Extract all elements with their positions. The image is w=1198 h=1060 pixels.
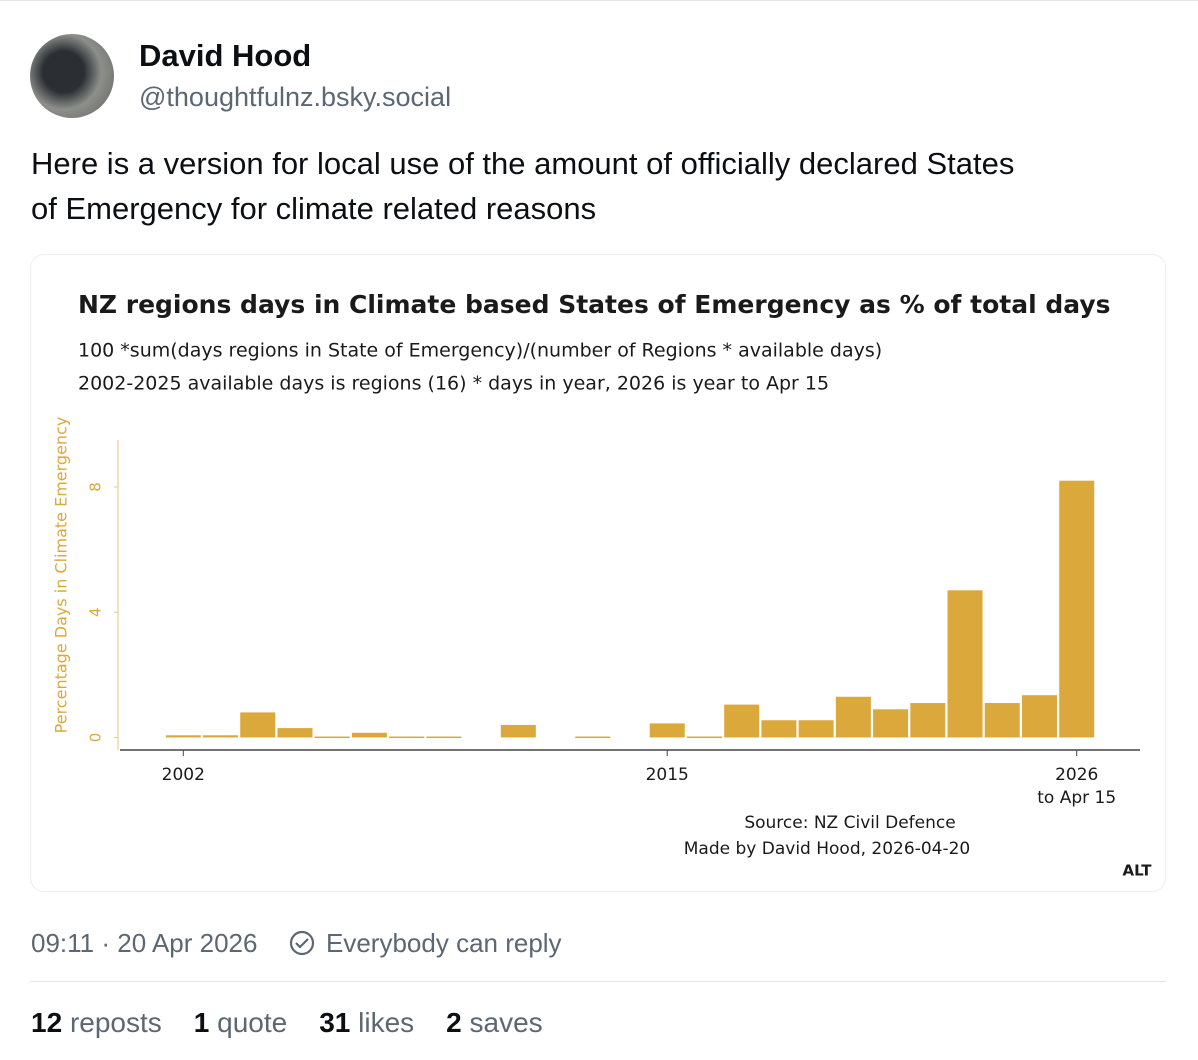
- bar: [649, 723, 685, 738]
- annotation: Made by David Hood, 2026-04-20: [684, 839, 970, 859]
- bar: [686, 736, 722, 739]
- stat-label: saves: [469, 1007, 543, 1038]
- bar: [724, 704, 760, 738]
- timestamp[interactable]: 09:11 · 20 Apr 2026: [31, 928, 258, 958]
- bar: [798, 720, 834, 738]
- bar: [165, 735, 201, 738]
- stat[interactable]: 31 likes: [319, 1007, 414, 1039]
- chart-subtitle: 100 *sum(days regions in State of Emerge…: [78, 340, 882, 362]
- bar: [984, 703, 1020, 738]
- bar: [277, 728, 313, 738]
- bar: [500, 724, 536, 738]
- stat[interactable]: 12 reposts: [31, 1007, 162, 1039]
- avatar[interactable]: [30, 34, 114, 118]
- alt-badge[interactable]: ALT: [1123, 862, 1153, 880]
- post-text-line: Here is a version for local use of the a…: [31, 146, 1015, 181]
- bar: [389, 736, 425, 739]
- bar: [947, 590, 983, 738]
- author-name[interactable]: David Hood: [139, 38, 312, 73]
- bar: [873, 709, 909, 738]
- bar: [203, 735, 239, 738]
- chart-title: NZ regions days in Climate based States …: [78, 290, 1111, 319]
- post-text-line: of Emergency for climate related reasons: [31, 191, 597, 226]
- icon-check: [295, 938, 309, 949]
- stat-count: 1: [193, 1007, 210, 1038]
- y-tick-label: 4: [87, 607, 105, 617]
- stat-label: likes: [358, 1007, 415, 1038]
- stat-label: reposts: [69, 1007, 162, 1038]
- stat-count: 12: [31, 1007, 63, 1038]
- stat[interactable]: 1 quote: [194, 1007, 287, 1039]
- stats-row: 12 reposts 1 quote 31 likes 2 saves: [31, 1007, 543, 1039]
- image-card[interactable]: [30, 254, 1166, 892]
- chart: NZ regions days in Climate based States …: [52, 290, 1153, 880]
- y-tick-label: 0: [87, 733, 105, 743]
- reply-icon: [289, 930, 315, 956]
- bar: [240, 712, 276, 738]
- x-tick-label: 2002: [162, 765, 205, 785]
- stat-count: 31: [319, 1007, 351, 1038]
- author-handle[interactable]: @thoughtfulnz.bsky.social: [139, 82, 452, 112]
- reply-setting[interactable]: Everybody can reply: [326, 928, 562, 958]
- x-tick-label: 2026: [1055, 765, 1098, 785]
- bar: [910, 703, 946, 738]
- bar: [351, 732, 387, 738]
- stat-count: 2: [446, 1007, 462, 1038]
- separator: [30, 981, 1166, 982]
- bar: [835, 696, 871, 738]
- bar: [1021, 695, 1057, 738]
- x-tick-note: to Apr 15: [1037, 788, 1116, 808]
- y-axis-label: Percentage Days in Climate Emergency: [52, 417, 71, 734]
- bar: [1059, 480, 1095, 738]
- annotation: Source: NZ Civil Defence: [744, 813, 955, 833]
- stat[interactable]: 2 saves: [446, 1007, 543, 1039]
- bar: [314, 736, 350, 739]
- y-tick-label: 8: [87, 482, 105, 492]
- top-border: [0, 0, 1198, 1]
- stat-label: quote: [217, 1007, 288, 1038]
- icon-ring: [289, 930, 315, 956]
- bar: [761, 720, 797, 738]
- chart-subtitle: 2002-2025 available days is regions (16)…: [78, 373, 829, 395]
- bar: [575, 736, 611, 739]
- bar: [426, 736, 462, 739]
- x-tick-label: 2015: [646, 765, 689, 785]
